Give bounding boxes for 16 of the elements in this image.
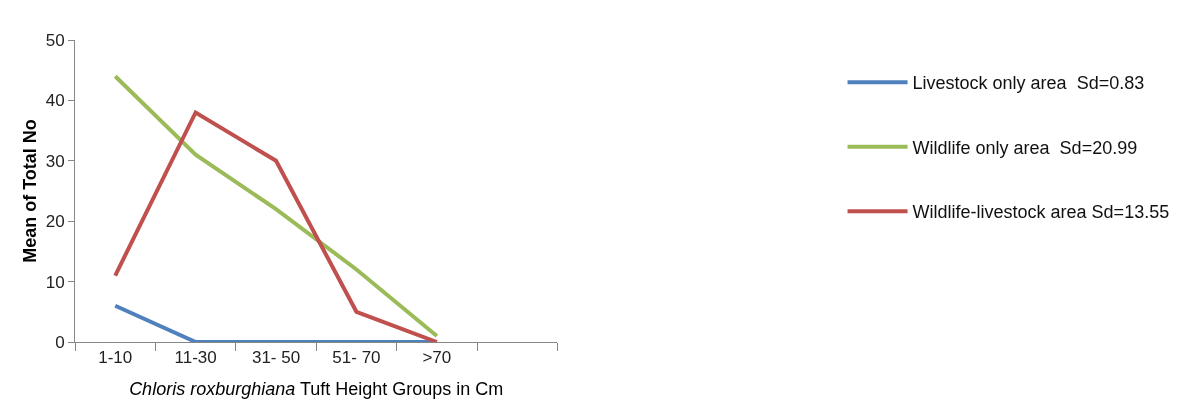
- legend-label: Livestock only area Sd=0.83: [912, 73, 1145, 94]
- y-tick-label: 40: [45, 91, 65, 111]
- x-tick-label: >70: [422, 348, 452, 368]
- x-tick-label: 1-10: [98, 348, 133, 368]
- y-tick-label: 50: [45, 30, 65, 50]
- y-tick-label: 20: [45, 212, 65, 232]
- x-tick-label: 31- 50: [251, 348, 301, 368]
- x-tick-label: 11-30: [174, 348, 217, 368]
- x-axis-title: Chloris roxburghiana Tuft Height Groups in Cm: [129, 378, 504, 399]
- y-tick-label: 30: [45, 151, 65, 171]
- legend-label: Wildlife-livestock area Sd=13.55: [912, 202, 1170, 223]
- y-axis-title: Mean of Total No: [19, 119, 40, 263]
- legend-label: Wildlife only area Sd=20.99: [912, 137, 1138, 158]
- y-tick-label: 0: [55, 332, 65, 352]
- x-tick-label: 51- 70: [332, 348, 381, 368]
- y-tick-label: 10: [45, 272, 65, 292]
